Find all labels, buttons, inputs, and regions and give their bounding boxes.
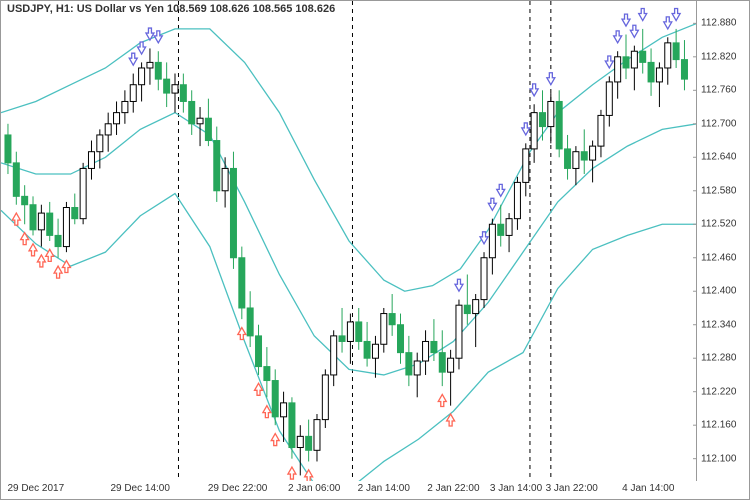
y-tick-label: 112.820 xyxy=(701,51,736,62)
x-tick-label: 4 Jan 14:00 xyxy=(622,483,674,494)
x-tick-label: 29 Dec 14:00 xyxy=(110,483,170,494)
y-tick-label: 112.880 xyxy=(701,18,736,29)
chart-container: USDJPY, H1: US Dollar vs Yen 108.569 108… xyxy=(0,0,750,500)
y-tick-label: 112.640 xyxy=(701,152,736,163)
x-tick-label: 3 Jan 14:00 xyxy=(490,483,542,494)
y-tick-label: 112.340 xyxy=(701,319,736,330)
y-tick-label: 112.700 xyxy=(701,118,736,129)
x-tick-label: 2 Jan 22:00 xyxy=(427,483,479,494)
y-tick-label: 112.280 xyxy=(701,353,736,364)
x-tick-label: 29 Dec 2017 xyxy=(7,483,64,494)
chart-svg[interactable] xyxy=(1,1,697,481)
y-tick-label: 112.100 xyxy=(701,453,736,464)
chart-title: USDJPY, H1: US Dollar vs Yen 108.569 108… xyxy=(7,3,335,15)
plot-area[interactable] xyxy=(1,1,697,481)
y-tick-label: 112.520 xyxy=(701,219,736,230)
y-tick-label: 112.220 xyxy=(701,386,736,397)
y-tick-label: 112.460 xyxy=(701,252,736,263)
x-axis: 29 Dec 2017 29 Dec 14:00 29 Dec 22:00 2 Jan… xyxy=(1,481,697,499)
x-tick-label: 3 Jan 22:00 xyxy=(546,483,598,494)
x-tick-label: 29 Dec 22:00 xyxy=(208,483,268,494)
y-tick-label: 112.760 xyxy=(701,85,736,96)
y-tick-label: 112.400 xyxy=(701,286,736,297)
x-tick-label: 2 Jan 06:00 xyxy=(288,483,340,494)
y-tick-label: 112.580 xyxy=(701,185,736,196)
x-tick-label: 2 Jan 14:00 xyxy=(358,483,410,494)
y-tick-label: 112.160 xyxy=(701,420,736,431)
y-axis: 112.880 112.820 112.760 112.700 112.640 112.5… xyxy=(697,1,749,481)
